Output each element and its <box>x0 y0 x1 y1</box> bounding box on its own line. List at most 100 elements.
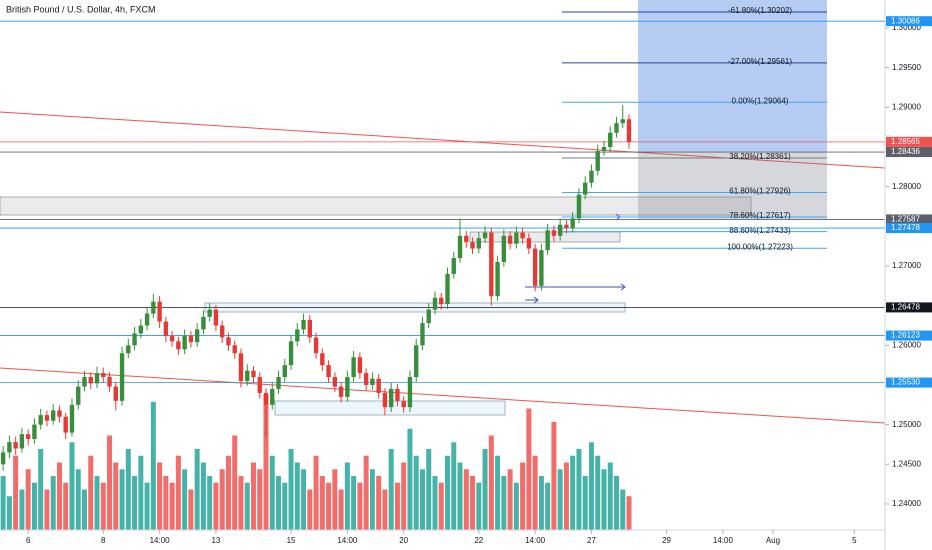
candle-body <box>257 377 262 393</box>
volume-bar <box>44 489 50 530</box>
volume-bar <box>557 469 563 530</box>
candle-body <box>620 119 625 124</box>
candle-body <box>201 316 206 330</box>
candle-body <box>407 377 413 408</box>
fib-label: -27.00%(1.29561) <box>728 57 792 66</box>
volume-bar <box>344 462 350 530</box>
price-tag <box>886 214 932 225</box>
volume-bar <box>50 476 56 530</box>
volume-bar <box>351 476 357 530</box>
candle-body <box>382 392 388 408</box>
volume-bar <box>520 462 526 530</box>
volume-bar <box>576 449 582 530</box>
candle-body <box>332 377 338 387</box>
candle-body <box>451 258 456 274</box>
price-tag-label: 1.30086 <box>891 16 920 25</box>
candle-body <box>151 301 156 314</box>
volume-bar <box>94 476 100 530</box>
price-pane <box>0 104 632 471</box>
volume-bar <box>570 455 576 530</box>
candle-body <box>207 309 212 317</box>
candle-body <box>295 329 300 342</box>
candle-body <box>51 410 56 421</box>
volume-bar <box>526 408 532 530</box>
candle-body <box>626 119 632 142</box>
candle-body <box>495 262 500 297</box>
candle-body <box>101 373 106 378</box>
volume-bar <box>363 455 369 530</box>
volume-bar <box>69 442 75 530</box>
candle-body <box>82 377 87 387</box>
volume-bar <box>426 449 432 530</box>
volume-bar <box>163 476 169 530</box>
y-tick-label: 1.28000 <box>892 182 921 191</box>
x-tick-label: 13 <box>211 536 220 545</box>
y-tick-label: 1.25000 <box>892 420 921 429</box>
volume-bar <box>332 469 338 530</box>
volume-bar <box>125 449 131 530</box>
chart-title: British Pound / U.S. Dollar, 4h, FXCM <box>6 4 156 14</box>
candle-body <box>44 415 50 421</box>
candle-body <box>338 386 344 397</box>
price-tag <box>886 302 932 313</box>
candle-body <box>232 345 237 354</box>
volume-bar <box>276 476 282 530</box>
candle-body <box>439 297 444 305</box>
volume-bar <box>157 462 163 530</box>
candle-body <box>288 341 294 366</box>
volume-bar <box>13 455 19 530</box>
volume-bar <box>407 428 413 530</box>
candle-body <box>526 238 532 249</box>
candle-body <box>501 235 507 263</box>
volume-bar <box>482 449 488 530</box>
x-tick-label: 22 <box>474 536 483 545</box>
volume-bar <box>445 455 451 530</box>
volume-bar <box>476 482 482 530</box>
candle-body <box>32 424 37 439</box>
volume-bar <box>313 455 319 530</box>
volume-bar <box>563 462 569 530</box>
volume-bar <box>282 482 288 530</box>
volume-bar <box>307 489 313 530</box>
volume-bar <box>88 455 94 530</box>
candle-body <box>532 248 538 286</box>
candle-body <box>551 230 557 236</box>
candle-body <box>595 150 600 171</box>
candle-body <box>482 232 488 239</box>
volume-bar <box>200 462 206 530</box>
volume-bar <box>19 489 25 530</box>
candle-body <box>126 345 131 354</box>
candle-body <box>388 388 394 408</box>
volume-bar <box>100 482 106 530</box>
candle-body <box>583 182 588 195</box>
price-tag <box>886 330 932 341</box>
arrow <box>525 296 539 304</box>
volume-bar <box>495 455 501 530</box>
volume-bar <box>507 469 513 530</box>
candle-body <box>395 388 400 401</box>
candle-body <box>238 353 244 382</box>
candle-body <box>589 170 594 183</box>
volume-bar <box>463 469 469 530</box>
price-tag <box>886 223 932 234</box>
candle-body <box>251 370 256 378</box>
x-tick-label: 14:00 <box>713 536 734 545</box>
candle-body <box>69 404 75 433</box>
candle-body <box>0 452 6 465</box>
fib-label: 38.20%(1.28361) <box>729 152 791 161</box>
candle-body <box>464 235 469 243</box>
volume-bar <box>269 455 275 530</box>
volume-bar <box>457 462 463 530</box>
candle-body <box>376 378 381 393</box>
candle-body <box>301 319 306 330</box>
price-tag <box>886 136 932 147</box>
volume-bar <box>138 455 144 530</box>
volume-bar <box>588 442 594 530</box>
volume-bar <box>488 435 494 530</box>
zone <box>0 196 752 216</box>
volume-bar <box>338 489 344 530</box>
candle-body <box>614 123 619 133</box>
x-tick-label: 15 <box>287 536 296 545</box>
volume-bar <box>56 462 62 530</box>
price-tag-label: 1.26123 <box>891 331 920 340</box>
